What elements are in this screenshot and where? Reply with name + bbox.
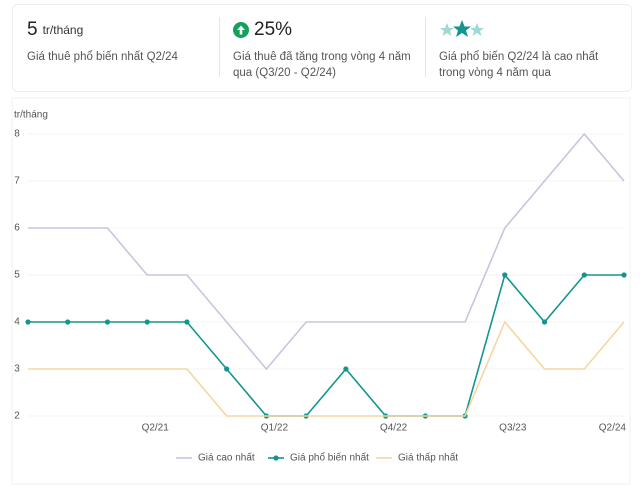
legend-marker	[273, 455, 279, 461]
y-tick-label: 5	[14, 270, 20, 281]
card-value: 5	[27, 19, 38, 40]
point	[224, 366, 230, 372]
chart-frame	[11, 97, 631, 485]
card-unit: tr/tháng	[42, 23, 84, 37]
y-tick-label: 4	[14, 317, 20, 328]
x-tick-label: Q4/22	[380, 423, 408, 434]
stars-icon	[440, 20, 484, 37]
point	[621, 272, 627, 278]
legend-label: Giá phổ biến nhất	[290, 452, 369, 464]
y-tick-label: 2	[14, 411, 20, 422]
card-text: Giá phổ biến Q2/24 là cao nhất trong vòn…	[439, 51, 599, 79]
y-tick-label: 3	[14, 364, 20, 375]
card-text: Giá thuê phổ biến nhất Q2/24	[27, 51, 178, 63]
point	[343, 366, 349, 372]
legend-label: Giá cao nhất	[198, 452, 255, 464]
point	[541, 319, 548, 325]
x-tick-label: Q1/22	[261, 423, 289, 434]
point	[25, 319, 31, 325]
legend-label: Giá thấp nhất	[398, 452, 458, 464]
series-line	[28, 273, 624, 417]
summary-cards: 5 tr/tháng Giá thuê phổ biến nhất Q2/24 2…	[12, 4, 632, 92]
point	[502, 272, 508, 278]
x-tick-label: Q3/23	[499, 423, 527, 434]
card: Giá phổ biến Q2/24 là cao nhất trong vòn…	[425, 5, 631, 91]
series-line	[28, 320, 625, 417]
point	[65, 319, 71, 325]
point	[184, 319, 190, 325]
point	[144, 319, 150, 325]
y-tick-label: 7	[14, 176, 20, 187]
point	[104, 319, 111, 325]
y-axis-label: tr/tháng	[14, 110, 48, 121]
card: 5 tr/tháng Giá thuê phổ biến nhất Q2/24	[13, 5, 219, 91]
y-tick-label: 8	[14, 129, 20, 140]
card-text: Giá thuê đã tăng trong vòng 4 năm qua (Q…	[233, 51, 411, 79]
up-icon	[233, 22, 249, 38]
series-line	[28, 132, 625, 371]
point	[581, 272, 587, 278]
chart: tr/tháng 2 3 4 5 6 7 8 Q2/21 Q1/22 Q4/22 Q3/23 Q2/2…	[11, 97, 631, 485]
x-tick-label: Q2/24	[599, 423, 627, 434]
card: 25% Giá thuê đã tăng trong vòng 4 năm qu…	[219, 5, 425, 91]
card-value: 25%	[254, 19, 293, 40]
y-tick-label: 6	[14, 223, 20, 234]
x-tick-label: Q2/21	[142, 423, 170, 434]
